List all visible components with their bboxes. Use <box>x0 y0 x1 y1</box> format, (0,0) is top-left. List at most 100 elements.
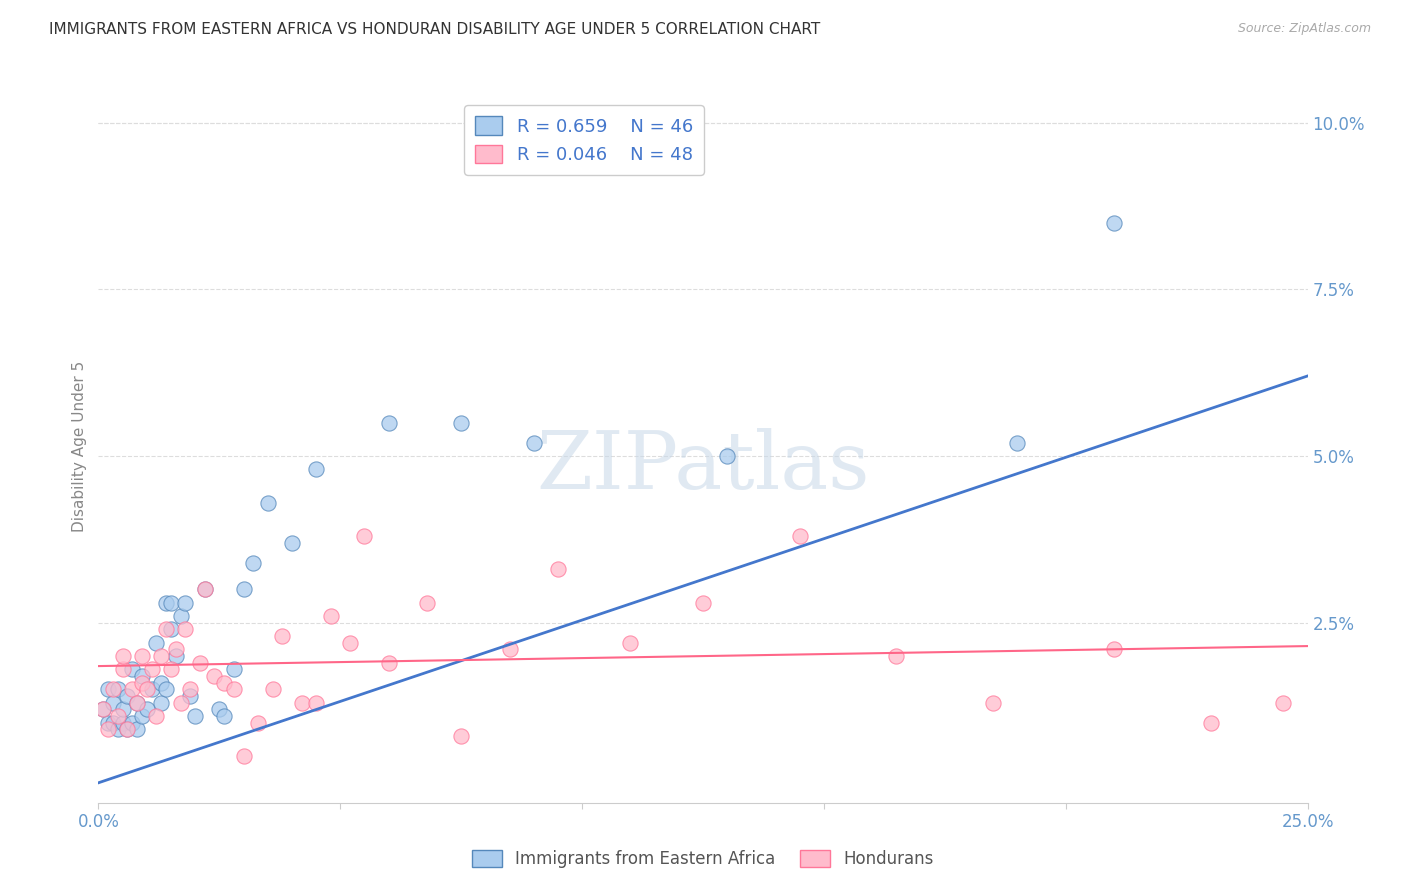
Point <box>145 636 167 650</box>
Point <box>145 709 167 723</box>
Point <box>111 649 134 664</box>
Point <box>160 662 183 676</box>
Point <box>262 682 284 697</box>
Point <box>117 689 139 703</box>
Point <box>619 636 641 650</box>
Point <box>339 636 361 650</box>
Point <box>981 696 1004 710</box>
Text: IMMIGRANTS FROM EASTERN AFRICA VS HONDURAN DISABILITY AGE UNDER 5 CORRELATION CH: IMMIGRANTS FROM EASTERN AFRICA VS HONDUR… <box>49 22 821 37</box>
Point <box>91 702 114 716</box>
Point <box>179 682 201 697</box>
Point <box>117 723 139 737</box>
Point <box>121 682 143 697</box>
Point <box>305 696 328 710</box>
Point <box>179 689 201 703</box>
Point <box>150 696 173 710</box>
Point <box>212 709 235 723</box>
Point <box>194 582 217 597</box>
Point <box>450 729 472 743</box>
Point <box>107 682 129 697</box>
Point <box>450 416 472 430</box>
Point <box>127 696 149 710</box>
Point <box>111 715 134 730</box>
Point <box>117 723 139 737</box>
Point <box>131 649 153 664</box>
Point <box>498 642 520 657</box>
Point <box>141 682 163 697</box>
Point <box>290 696 312 710</box>
Point <box>789 529 811 543</box>
Text: ZIPatlas: ZIPatlas <box>536 428 870 507</box>
Point <box>232 749 254 764</box>
Point <box>305 462 328 476</box>
Point <box>165 649 187 664</box>
Y-axis label: Disability Age Under 5: Disability Age Under 5 <box>72 360 87 532</box>
Point <box>204 669 226 683</box>
Point <box>523 435 546 450</box>
Point <box>97 715 120 730</box>
Point <box>212 675 235 690</box>
Point <box>184 709 207 723</box>
Legend: Immigrants from Eastern Africa, Hondurans: Immigrants from Eastern Africa, Honduran… <box>465 843 941 875</box>
Legend: R = 0.659    N = 46, R = 0.046    N = 48: R = 0.659 N = 46, R = 0.046 N = 48 <box>464 105 703 175</box>
Point <box>1102 216 1125 230</box>
Point <box>169 609 191 624</box>
Point <box>150 675 173 690</box>
Point <box>97 682 120 697</box>
Point <box>247 715 270 730</box>
Point <box>222 662 245 676</box>
Point <box>416 596 439 610</box>
Point <box>131 669 153 683</box>
Point <box>135 682 157 697</box>
Point <box>271 629 294 643</box>
Point <box>169 696 191 710</box>
Point <box>111 662 134 676</box>
Point <box>1102 642 1125 657</box>
Point <box>131 675 153 690</box>
Point <box>160 596 183 610</box>
Point <box>101 682 124 697</box>
Point <box>222 682 245 697</box>
Point <box>155 596 177 610</box>
Point <box>256 496 278 510</box>
Point <box>127 723 149 737</box>
Point <box>242 556 264 570</box>
Point <box>716 449 738 463</box>
Point <box>141 662 163 676</box>
Point <box>547 562 569 576</box>
Point <box>155 623 177 637</box>
Point <box>174 596 197 610</box>
Point <box>188 656 211 670</box>
Point <box>121 662 143 676</box>
Point <box>174 623 197 637</box>
Point <box>101 715 124 730</box>
Point <box>97 723 120 737</box>
Point <box>91 702 114 716</box>
Point <box>101 696 124 710</box>
Point <box>353 529 375 543</box>
Point <box>281 535 304 549</box>
Point <box>194 582 217 597</box>
Point <box>150 649 173 664</box>
Point <box>107 723 129 737</box>
Point <box>160 623 183 637</box>
Point <box>1272 696 1295 710</box>
Point <box>107 709 129 723</box>
Point <box>377 656 399 670</box>
Point <box>111 702 134 716</box>
Point <box>208 702 231 716</box>
Point <box>692 596 714 610</box>
Point <box>319 609 342 624</box>
Point <box>1007 435 1029 450</box>
Point <box>131 709 153 723</box>
Point <box>135 702 157 716</box>
Point <box>127 696 149 710</box>
Point <box>377 416 399 430</box>
Point <box>886 649 908 664</box>
Point <box>1199 715 1222 730</box>
Point <box>121 715 143 730</box>
Point <box>165 642 187 657</box>
Point <box>232 582 254 597</box>
Point <box>155 682 177 697</box>
Text: Source: ZipAtlas.com: Source: ZipAtlas.com <box>1237 22 1371 36</box>
